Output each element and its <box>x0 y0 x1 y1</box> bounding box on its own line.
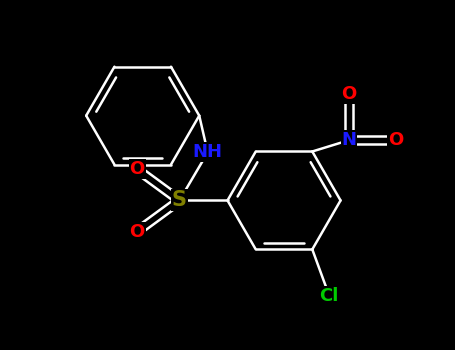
Text: N: N <box>342 131 357 149</box>
Text: S: S <box>172 190 187 210</box>
Text: O: O <box>129 160 145 178</box>
Text: NH: NH <box>193 144 222 161</box>
Text: Cl: Cl <box>319 287 339 305</box>
Text: O: O <box>129 223 145 240</box>
Text: O: O <box>341 85 357 103</box>
Text: O: O <box>388 131 403 149</box>
